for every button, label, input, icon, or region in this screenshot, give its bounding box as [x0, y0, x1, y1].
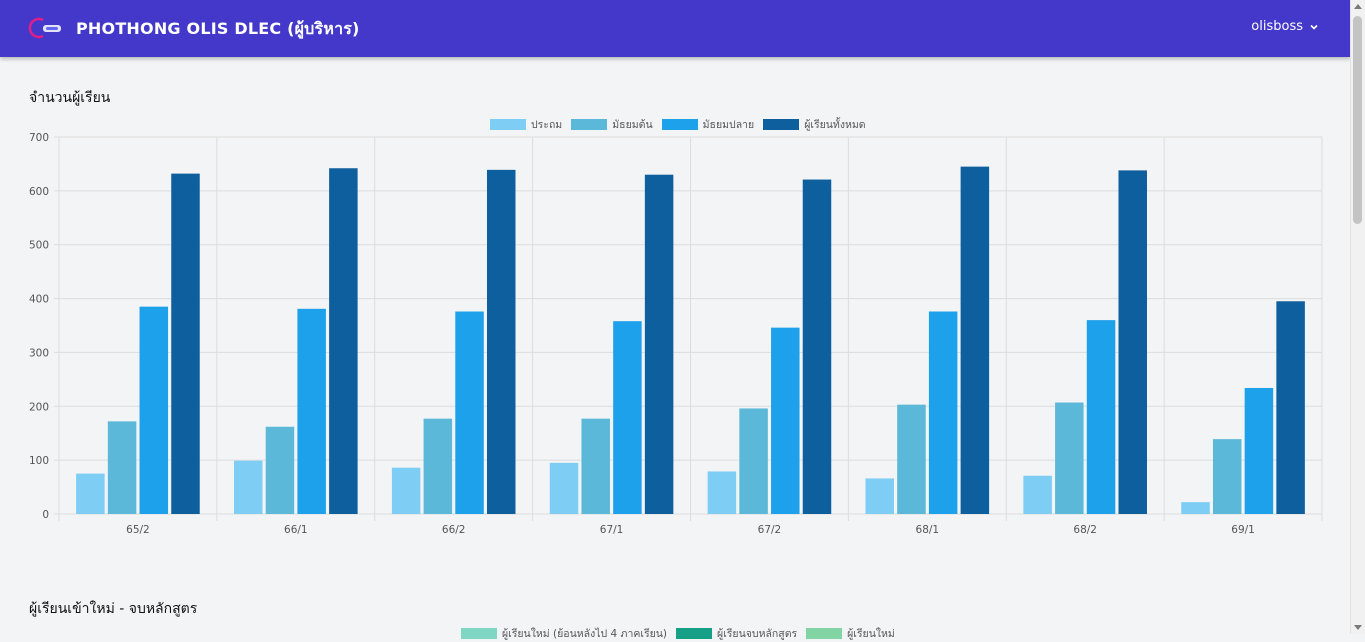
legend-swatch: [490, 119, 526, 130]
legend-label: มัธยมปลาย: [702, 119, 755, 131]
bar: [391, 467, 421, 514]
bar: [739, 408, 768, 514]
bar: [1023, 475, 1052, 514]
bar: [897, 404, 926, 514]
user-name: olisboss: [1251, 19, 1303, 34]
y-tick-label: 700: [29, 132, 49, 144]
scroll-up-arrow-icon[interactable]: [1354, 4, 1362, 9]
legend-item[interactable]: ผู้เรียนทั้งหมด: [763, 116, 866, 133]
y-tick-label: 500: [29, 240, 49, 252]
bar: [613, 321, 642, 514]
y-tick-label: 600: [29, 186, 49, 198]
bar: [1212, 439, 1242, 514]
students-bar-chart: 0 100 200 300 400 500 600 700 65/2 66/1 66/2 67/1 67…: [29, 132, 1323, 536]
brand-logo-icon[interactable]: [28, 17, 64, 39]
bar: [1181, 502, 1210, 514]
bar: [423, 418, 453, 514]
legend-item[interactable]: มัธยมต้น: [571, 116, 653, 133]
bar: [297, 308, 326, 514]
bar: [265, 426, 295, 514]
bar: [234, 460, 263, 514]
legend-swatch: [763, 119, 800, 130]
y-tick-label: 400: [29, 294, 49, 306]
page-scrollbar[interactable]: [1350, 0, 1365, 634]
legend-item[interactable]: ประถม: [490, 116, 562, 133]
bar: [139, 306, 169, 514]
bar: [76, 473, 105, 514]
app-title: PHOTHONG OLIS DLEC (ผู้บริหาร): [76, 19, 360, 38]
bar: [1244, 387, 1274, 514]
legend-label: ประถม: [531, 119, 563, 131]
enrollment-chart-title: ผู้เรียนเข้าใหม่ - จบหลักสูตร: [29, 601, 198, 617]
legend-label: ผู้เรียนทั้งหมด: [804, 119, 866, 131]
x-tick-label: 69/1: [1231, 524, 1255, 536]
x-tick-label: 67/1: [600, 524, 624, 536]
y-tick-label: 0: [42, 509, 49, 521]
x-tick-label: 68/1: [916, 524, 940, 536]
x-tick-label: 67/2: [758, 524, 782, 536]
bar: [802, 179, 832, 514]
bar: [107, 421, 137, 514]
legend-label: มัธยมต้น: [612, 119, 653, 131]
bar: [1086, 320, 1116, 514]
bar: [549, 462, 579, 514]
bar: [581, 418, 610, 514]
bar: [707, 471, 737, 514]
bar: [644, 174, 674, 514]
x-tick-label: 66/1: [284, 524, 308, 536]
bar: [486, 169, 516, 515]
y-tick-label: 100: [29, 455, 49, 467]
top-navbar: PHOTHONG OLIS DLEC (ผู้บริหาร) olisboss: [0, 0, 1351, 57]
bar: [329, 168, 358, 514]
bar: [865, 478, 895, 514]
bar: [171, 173, 200, 514]
scroll-thumb[interactable]: [1353, 16, 1362, 224]
scroll-down-arrow-icon[interactable]: [1354, 625, 1362, 630]
x-tick-label: 65/2: [126, 524, 150, 536]
bar: [771, 327, 800, 514]
legend-item[interactable]: มัธยมปลาย: [661, 116, 755, 133]
legend-swatch: [571, 119, 608, 130]
bar: [928, 311, 958, 514]
user-menu-button[interactable]: olisboss: [1251, 19, 1319, 34]
students-chart-title: จำนวนผู้เรียน: [29, 90, 111, 106]
bar: [455, 311, 484, 514]
x-tick-label: 66/2: [442, 524, 466, 536]
y-tick-label: 300: [29, 347, 49, 359]
legend-swatch: [661, 119, 698, 130]
x-tick-label: 68/2: [1073, 524, 1097, 536]
students-chart-legend: ประถม มัธยมต้น มัธยมปลาย ผู้เรียนทั้งหมด: [490, 116, 875, 133]
bar: [960, 166, 990, 514]
y-tick-label: 200: [29, 401, 49, 413]
chevron-down-icon: [1310, 24, 1318, 30]
bar: [1055, 402, 1084, 514]
bar: [1118, 170, 1147, 515]
bar: [1276, 301, 1305, 514]
